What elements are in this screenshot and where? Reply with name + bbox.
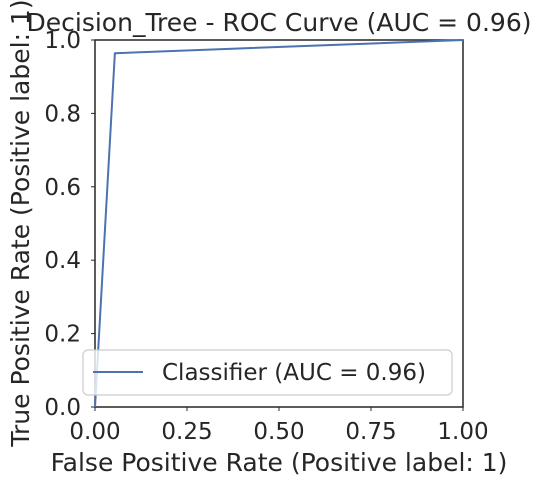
- chart-title: Decision_Tree - ROC Curve (AUC = 0.96): [27, 8, 532, 37]
- x-tick-label: 0.25: [161, 419, 212, 445]
- x-axis-ticks: 0.00 0.25 0.50 0.75 1.00: [69, 407, 489, 445]
- y-tick-label: 0.2: [44, 322, 81, 348]
- y-tick-label: 0.6: [44, 175, 81, 201]
- x-axis-label: False Positive Rate (Positive label: 1): [51, 448, 508, 477]
- x-tick-label: 0.00: [69, 419, 120, 445]
- legend-box: [82, 349, 453, 396]
- roc-curve-line: [94, 39, 464, 408]
- legend-label: Classifier (AUC = 0.96): [162, 360, 426, 386]
- x-tick-label: 0.75: [345, 419, 396, 445]
- x-tick-label: 0.50: [253, 419, 304, 445]
- y-tick-label: 0.4: [44, 248, 81, 274]
- plot-area: [94, 39, 464, 408]
- y-tick-label: 0.8: [44, 101, 81, 127]
- y-tick-label: 1.0: [44, 28, 81, 54]
- y-axis-ticks: 0.0 0.2 0.4 0.6 0.8 1.0: [44, 28, 95, 421]
- x-tick-label: 1.00: [437, 419, 488, 445]
- legend: Classifier (AUC = 0.96): [82, 349, 453, 396]
- series-layer: [94, 39, 464, 408]
- y-tick-label: 0.0: [44, 395, 81, 421]
- y-axis-label: True Positive Rate (Positive label: 1): [6, 0, 35, 448]
